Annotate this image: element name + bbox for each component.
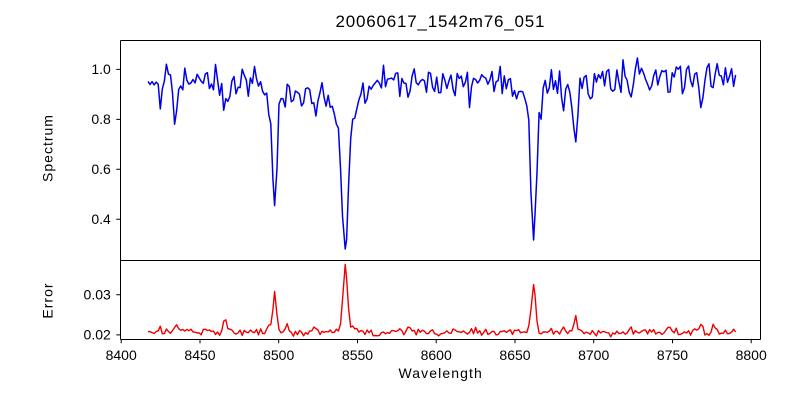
svg-text:0.02: 0.02	[84, 327, 111, 343]
svg-text:8800: 8800	[736, 347, 767, 363]
svg-text:20060617_1542m76_051: 20060617_1542m76_051	[335, 12, 545, 31]
svg-text:8600: 8600	[421, 347, 452, 363]
svg-text:8700: 8700	[578, 347, 609, 363]
svg-text:Spectrum: Spectrum	[40, 114, 56, 182]
svg-text:8500: 8500	[263, 347, 294, 363]
svg-text:1.0: 1.0	[91, 61, 111, 77]
svg-text:0.6: 0.6	[91, 161, 111, 177]
svg-text:0.4: 0.4	[91, 211, 111, 227]
svg-text:Wavelength: Wavelength	[398, 365, 482, 381]
svg-text:8450: 8450	[184, 347, 215, 363]
svg-text:8400: 8400	[106, 347, 137, 363]
svg-text:8550: 8550	[342, 347, 373, 363]
svg-text:8750: 8750	[657, 347, 688, 363]
svg-text:8650: 8650	[499, 347, 530, 363]
svg-text:Error: Error	[40, 282, 56, 318]
svg-text:0.03: 0.03	[84, 286, 111, 302]
svg-text:0.8: 0.8	[91, 111, 111, 127]
